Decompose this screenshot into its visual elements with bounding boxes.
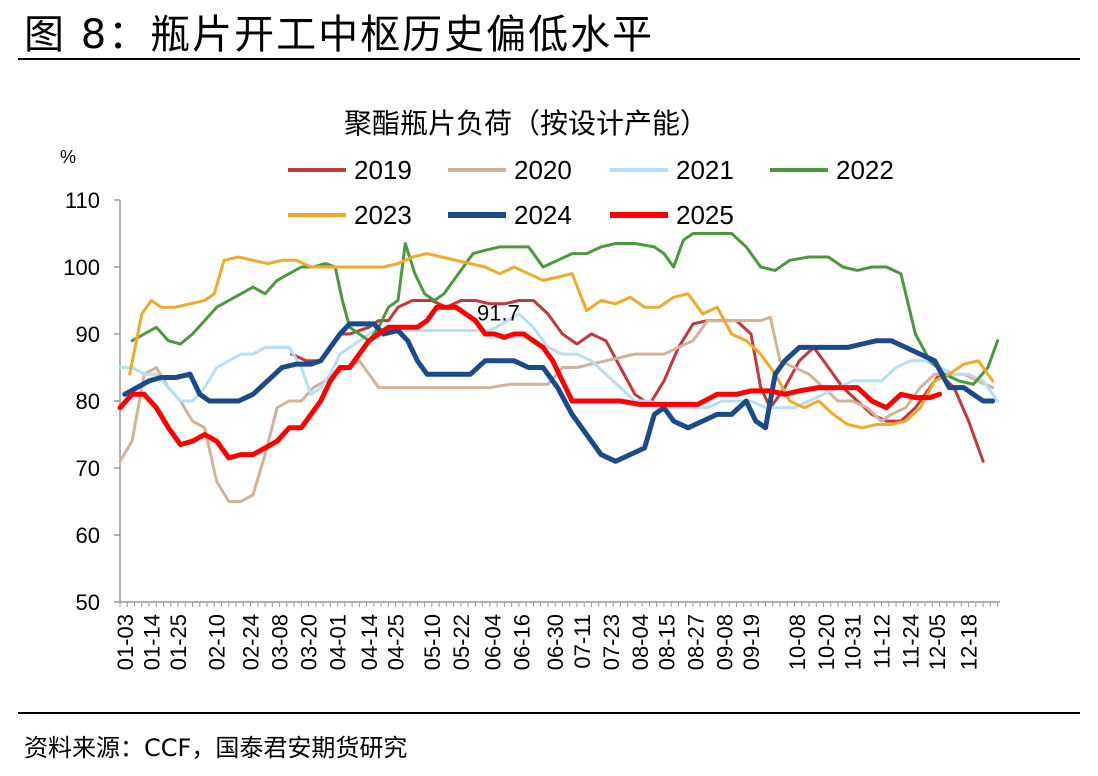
y-axis-unit: % bbox=[60, 147, 76, 167]
series-line-2020 bbox=[118, 315, 995, 503]
chart-title: 聚酯瓶片负荷（按设计产能） bbox=[344, 107, 708, 140]
annotation-layer: 91.7 bbox=[477, 301, 520, 326]
x-tick-label: 05-10 bbox=[420, 614, 445, 670]
y-tick-label: 80 bbox=[76, 389, 100, 414]
x-tick-label: 04-25 bbox=[384, 614, 409, 670]
series-layer bbox=[117, 232, 1000, 503]
top-rule bbox=[18, 58, 1080, 60]
x-tick-label: 12-05 bbox=[925, 614, 950, 670]
x-tick-label: 10-20 bbox=[814, 614, 839, 670]
y-tick-label: 110 bbox=[65, 188, 100, 213]
x-tick-label: 08-04 bbox=[628, 614, 653, 670]
y-tick-label: 60 bbox=[76, 523, 100, 548]
y-tick-label: 70 bbox=[76, 456, 100, 481]
legend-label-2019: 2019 bbox=[354, 155, 412, 185]
series-line-2022 bbox=[130, 232, 1000, 386]
x-tick-label: 11-12 bbox=[870, 614, 895, 669]
x-tick-label: 01-03 bbox=[113, 614, 138, 670]
x-tick-label: 05-22 bbox=[449, 614, 474, 670]
chart: 聚酯瓶片负荷（按设计产能） % 2019 2020 2021 2022 2023 2024… bbox=[60, 107, 1000, 670]
legend-label-2022: 2022 bbox=[836, 155, 894, 185]
annotation-label: 91.7 bbox=[477, 301, 520, 326]
x-tick-label: 10-31 bbox=[841, 614, 866, 670]
y-tick-label: 50 bbox=[76, 590, 100, 615]
x-tick-label: 06-16 bbox=[509, 614, 534, 670]
x-tick-label: 12-18 bbox=[957, 614, 982, 670]
x-tick-label: 07-11 bbox=[570, 614, 595, 669]
series-line-2025 bbox=[117, 304, 943, 461]
y-tick-label: 100 bbox=[63, 255, 100, 280]
legend-label-2024: 2024 bbox=[514, 200, 572, 230]
x-tick-label: 07-23 bbox=[599, 614, 624, 670]
x-tick-label: 09-08 bbox=[712, 614, 737, 670]
legend-label-2023: 2023 bbox=[354, 200, 412, 230]
x-tick-label: 06-04 bbox=[480, 614, 505, 670]
legend-label-2021: 2021 bbox=[676, 155, 734, 185]
x-tick-label: 08-27 bbox=[683, 614, 708, 670]
bottom-rule bbox=[18, 712, 1080, 714]
x-tick-label: 03-20 bbox=[297, 614, 322, 670]
x-tick-label: 08-15 bbox=[654, 614, 679, 670]
axes: 50 60 70 80 90 100 110 01-03 01-14 01-25 02-10 02-2… bbox=[63, 188, 1000, 670]
x-tick-label: 02-24 bbox=[239, 614, 264, 670]
x-tick-label: 04-14 bbox=[357, 614, 382, 670]
x-tick-label: 10-08 bbox=[785, 614, 810, 670]
source-note: 资料来源：CCF，国泰君安期货研究 bbox=[24, 734, 408, 762]
x-tick-label: 02-10 bbox=[205, 614, 230, 670]
x-tick-label: 01-25 bbox=[166, 614, 191, 670]
figure-title: 图 8：瓶片开工中枢历史偏低水平 bbox=[24, 12, 655, 58]
series-line-2023 bbox=[128, 252, 995, 430]
x-tick-label: 03-08 bbox=[268, 614, 293, 670]
legend: 2019 2020 2021 2022 2023 2024 2025 bbox=[288, 155, 894, 230]
y-tick-label: 90 bbox=[76, 322, 100, 347]
legend-label-2020: 2020 bbox=[514, 155, 572, 185]
x-tick-label: 09-19 bbox=[739, 614, 764, 670]
legend-label-2025: 2025 bbox=[676, 200, 734, 230]
series-line-2024 bbox=[122, 321, 996, 464]
x-tick-label: 06-30 bbox=[543, 614, 568, 670]
x-tick-label: 11-24 bbox=[899, 614, 924, 669]
x-tick-label: 01-14 bbox=[139, 614, 164, 670]
x-tick-label: 04-01 bbox=[326, 614, 351, 670]
